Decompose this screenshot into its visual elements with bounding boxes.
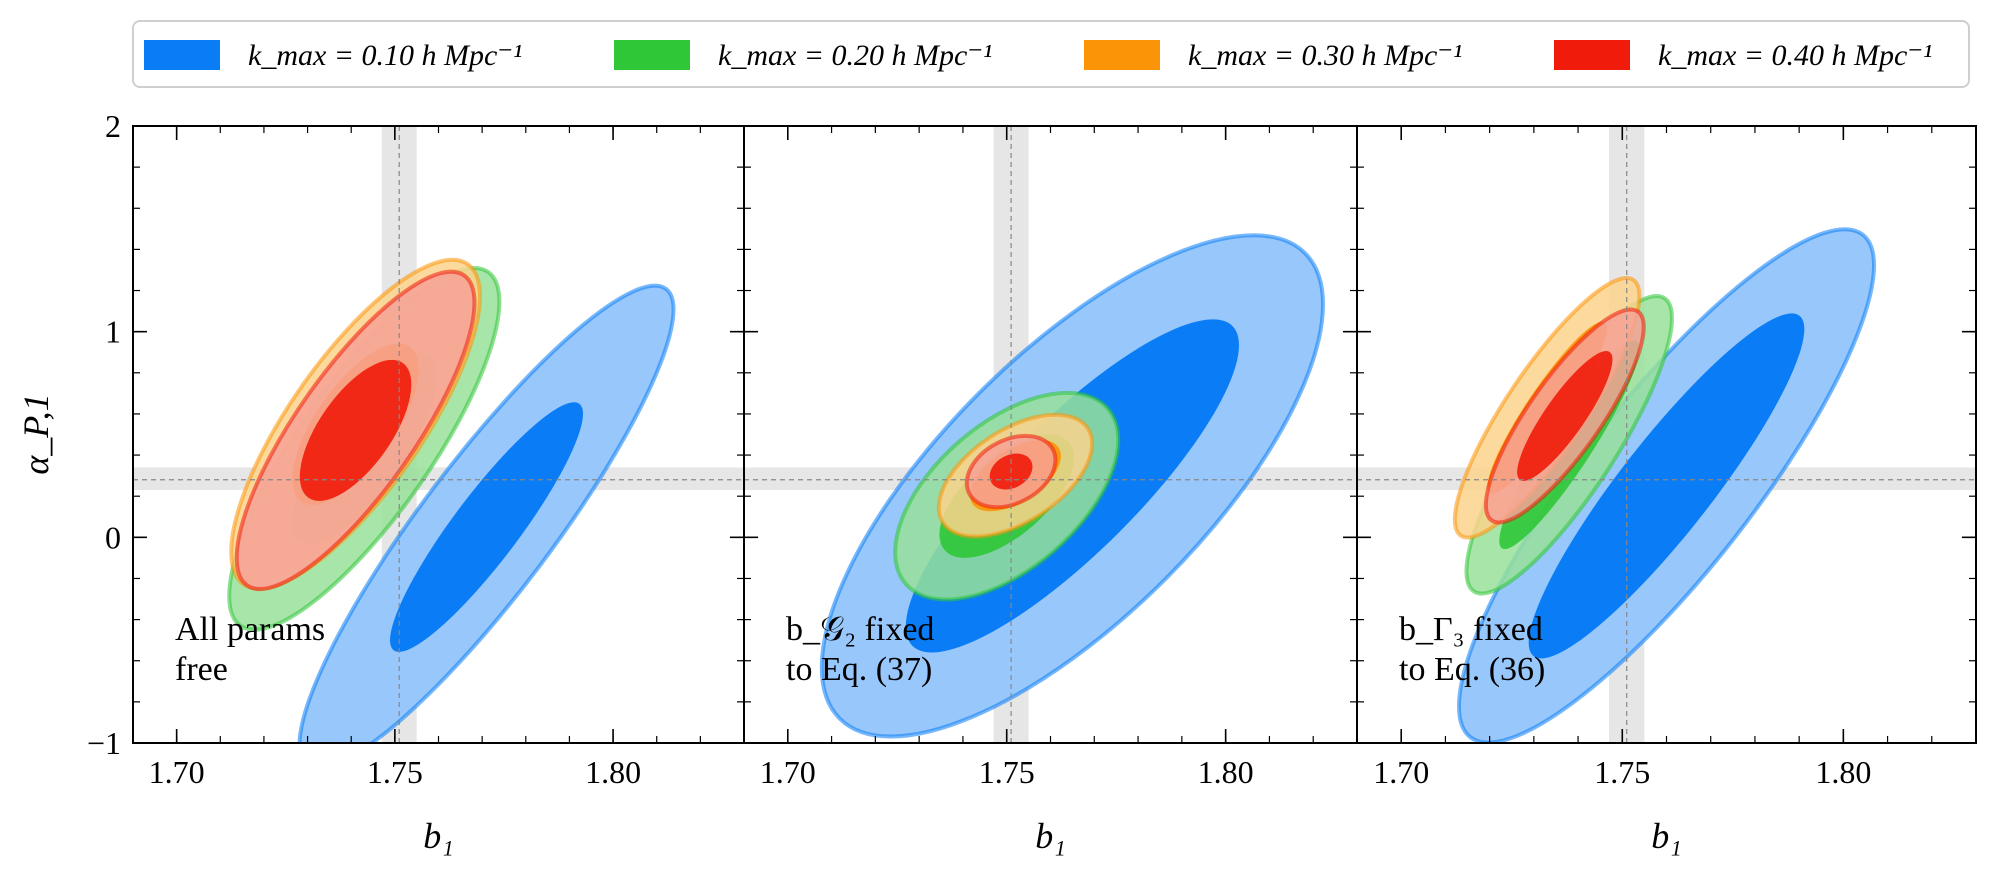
panel-annotation: free <box>175 651 228 688</box>
panel-annotation: to Eq. (36) <box>1399 651 1545 688</box>
y-tick-label: 2 <box>105 108 121 144</box>
legend: k_max = 0.10 h Mpc⁻¹ k_max = 0.20 h Mpc⁻… <box>132 20 1970 88</box>
x-tick-label: 1.80 <box>585 754 641 790</box>
panel-annotation: to Eq. (37) <box>786 651 932 688</box>
contour-68-k1-panel-1 <box>390 402 583 652</box>
y-tick-label: 1 <box>105 314 121 350</box>
panel-annotation: b_Γ₃ fixed <box>1399 611 1543 648</box>
panel-annotation: b_𝒢₂ fixed <box>786 611 934 648</box>
panel-3 <box>1357 126 1976 743</box>
contour-68-k4-panel-1 <box>299 359 412 501</box>
x-tick-label: 1.75 <box>979 754 1035 790</box>
x-tick-label: 1.75 <box>367 754 423 790</box>
legend-entry-k030: k_max = 0.30 h Mpc⁻¹ <box>1084 30 1462 80</box>
panel-annotation: All params <box>175 611 325 648</box>
x-axis-label: b₁ <box>423 816 454 856</box>
x-tick-label: 1.70 <box>1373 754 1429 790</box>
x-axis-label: b₁ <box>1651 816 1682 856</box>
panel-1 <box>133 126 744 743</box>
contour-k4 <box>234 269 477 592</box>
contour-k1 <box>297 283 676 743</box>
contour-68-k1-panel-3 <box>1528 313 1805 659</box>
y-tick-label: −1 <box>87 725 121 761</box>
x-tick-label: 1.70 <box>760 754 816 790</box>
x-tick-label: 1.80 <box>1198 754 1254 790</box>
legend-entry-k020: k_max = 0.20 h Mpc⁻¹ <box>614 30 992 80</box>
legend-label-k020: k_max = 0.20 h Mpc⁻¹ <box>718 38 993 72</box>
legend-entry-k040: k_max = 0.40 h Mpc⁻¹ <box>1554 30 1932 80</box>
contour-68-k4-panel-3 <box>1517 350 1613 482</box>
y-axis-label: α_P,1 <box>16 393 56 474</box>
legend-swatch-k030 <box>1084 40 1160 70</box>
legend-entry-k010: k_max = 0.10 h Mpc⁻¹ <box>144 30 522 80</box>
legend-swatch-k040 <box>1554 40 1630 70</box>
x-tick-label: 1.70 <box>149 754 205 790</box>
legend-swatch-k010 <box>144 40 220 70</box>
legend-label-k040: k_max = 0.40 h Mpc⁻¹ <box>1658 38 1933 72</box>
y-tick-label: 0 <box>105 519 121 555</box>
legend-label-k030: k_max = 0.30 h Mpc⁻¹ <box>1188 38 1463 72</box>
legend-swatch-k020 <box>614 40 690 70</box>
legend-label-k010: k_max = 0.10 h Mpc⁻¹ <box>248 38 523 72</box>
x-tick-label: 1.75 <box>1594 754 1650 790</box>
panel-2 <box>744 126 1357 743</box>
contour-k4 <box>1483 307 1646 525</box>
x-axis-label: b₁ <box>1035 816 1066 856</box>
x-tick-label: 1.80 <box>1815 754 1871 790</box>
